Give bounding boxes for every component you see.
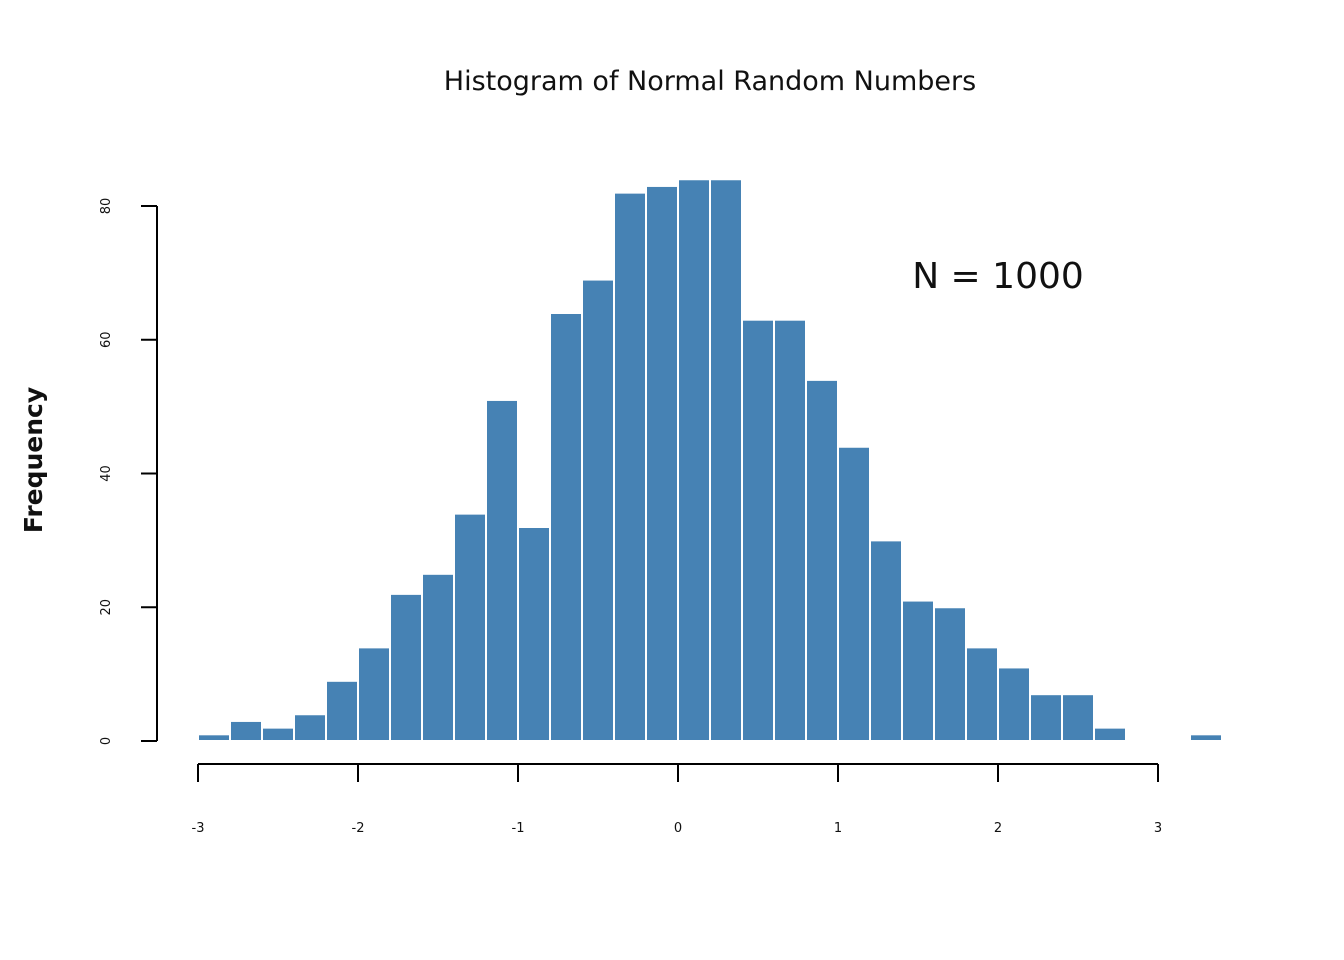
y-tick-label: 80: [99, 198, 114, 215]
histogram-bar: [773, 318, 807, 742]
x-tick-label: -1: [512, 821, 525, 836]
y-tick-label: 20: [99, 599, 114, 616]
y-tick-label: 60: [99, 331, 114, 348]
histogram-bar: [933, 606, 967, 742]
histogram-bar: [997, 666, 1031, 742]
histogram-bar: [837, 445, 871, 742]
x-tick-label: 0: [674, 821, 682, 836]
histogram-bar: [485, 398, 519, 742]
x-tick-label: 3: [1154, 821, 1162, 836]
y-axis: 0 20 40 60 80: [99, 198, 158, 745]
y-tick-label: 40: [99, 465, 114, 482]
histogram-bar: [741, 318, 775, 742]
x-tick-label: -2: [352, 821, 365, 836]
histogram-bar: [389, 592, 423, 742]
histogram-bar: [421, 572, 455, 742]
x-tick-label: 1: [834, 821, 842, 836]
histogram-bar: [869, 539, 903, 742]
histogram-bar: [613, 191, 647, 742]
histogram-bar: [261, 726, 295, 742]
histogram-bar: [197, 733, 231, 742]
sample-size-annotation: N = 1000: [912, 256, 1084, 297]
histogram-bar: [1093, 726, 1127, 742]
chart-title: Histogram of Normal Random Numbers: [444, 66, 976, 97]
histogram-bar: [581, 278, 615, 742]
histogram-bar: [357, 646, 391, 742]
histogram-bar: [645, 184, 679, 742]
y-axis-title: Frequency: [19, 387, 48, 533]
histogram-bar: [1189, 733, 1223, 742]
histogram-bar: [805, 378, 839, 742]
x-tick-label: -3: [192, 821, 205, 836]
histogram-bar: [677, 178, 711, 742]
histogram-bar: [965, 646, 999, 742]
x-tick-label: 2: [994, 821, 1002, 836]
histogram-bar: [293, 713, 327, 742]
histogram-bar: [229, 719, 263, 742]
histogram-bar: [709, 178, 743, 742]
histogram-bar: [901, 599, 935, 742]
bars-layer: [197, 178, 1223, 742]
x-axis: -3 -2 -1 0 1 2 3: [192, 763, 1162, 836]
histogram-bar: [325, 679, 359, 742]
histogram-bar: [1061, 693, 1095, 742]
histogram-bar: [549, 312, 583, 742]
y-tick-label: 0: [99, 737, 114, 745]
histogram-bar: [453, 512, 487, 742]
histogram-bar: [517, 526, 551, 742]
histogram-bar: [1029, 693, 1063, 742]
